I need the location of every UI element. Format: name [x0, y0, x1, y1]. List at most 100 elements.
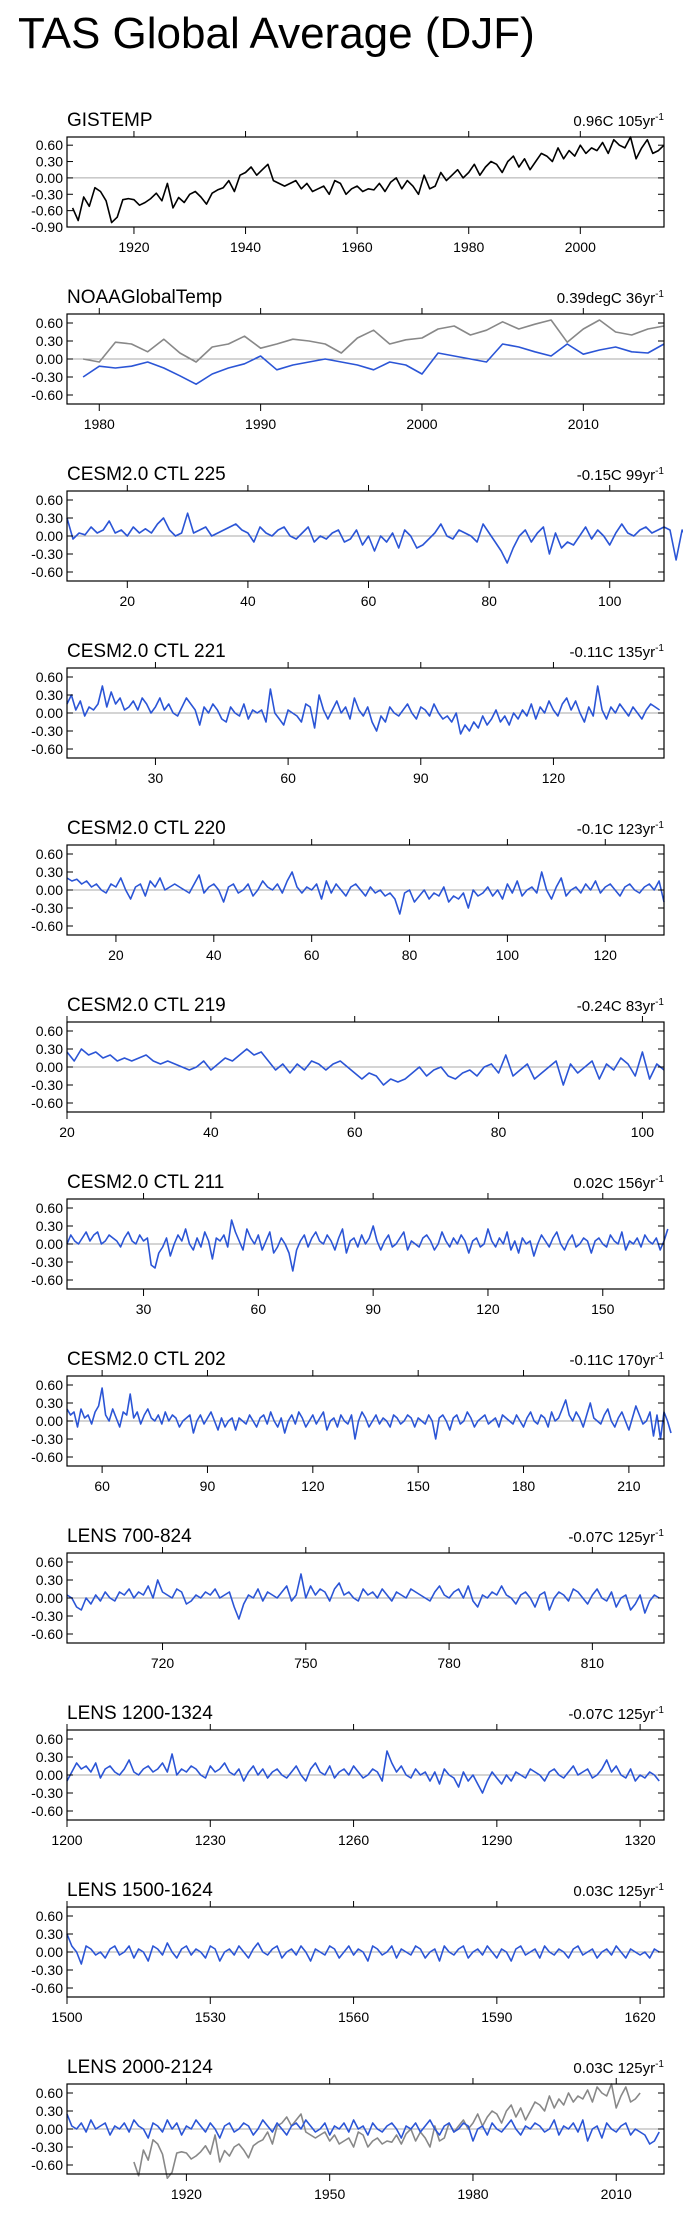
x-tick-label: 60 — [94, 1478, 110, 1494]
series-line-model — [66, 871, 665, 915]
x-tick-label: 180 — [512, 1478, 536, 1494]
chart-panel-9: LENS 1200-1324 -0.07C 125yr-1 0.60 0.30 0.00… — [31, 1703, 665, 1848]
x-tick-label: 1590 — [481, 2009, 512, 2025]
y-tick-label: 0.60 — [36, 1554, 63, 1570]
x-tick-label: 20 — [59, 1124, 75, 1140]
x-tick-label: 40 — [240, 593, 256, 609]
y-tick-label: -0.30 — [31, 1785, 63, 1801]
y-tick-label: -0.30 — [31, 2139, 63, 2155]
x-tick-label: 1500 — [51, 2009, 82, 2025]
trend-label: 0.03C 125yr-1 — [573, 1882, 664, 1900]
trend-exponent: -1 — [655, 1528, 664, 1539]
panel-title: LENS 1200-1324 — [67, 1703, 213, 1724]
x-tick-label: 1950 — [314, 2186, 345, 2202]
x-tick-label: 2010 — [601, 2186, 632, 2202]
y-tick-label: 0.60 — [36, 669, 63, 685]
trend-exponent: -1 — [655, 1351, 664, 1362]
x-tick-label: 1920 — [171, 2186, 202, 2202]
x-tick-label: 150 — [591, 1301, 615, 1317]
y-tick-label: 0.00 — [36, 351, 63, 367]
x-tick-label: 810 — [581, 1655, 605, 1671]
chart-panel-1: NOAAGlobalTemp 0.39degC 36yr-1 0.60 0.30 0.0… — [31, 287, 665, 432]
y-tick-label: 0.00 — [36, 882, 63, 898]
y-tick-label: -0.30 — [31, 186, 63, 202]
series-line-gistemp — [71, 136, 665, 224]
x-tick-label: 1980 — [453, 239, 484, 255]
x-tick-label: 40 — [203, 1124, 219, 1140]
series-line-model — [66, 685, 661, 735]
x-tick-label: 1980 — [457, 2186, 488, 2202]
trend-exponent: -1 — [655, 643, 664, 654]
chart-panel-11: LENS 2000-2124 0.03C 125yr-1 0.60 0.30 0.00 -… — [31, 2057, 665, 2202]
panel-title: CESM2.0 CTL 221 — [67, 641, 226, 662]
x-tick-label: 100 — [631, 1124, 655, 1140]
trend-label: -0.11C 135yr-1 — [569, 643, 664, 661]
chart-panel-2: CESM2.0 CTL 225 -0.15C 99yr-1 0.60 0.30 0.00… — [31, 464, 683, 609]
x-tick-label: 1200 — [51, 1832, 82, 1848]
panel-title: NOAAGlobalTemp — [67, 287, 222, 308]
panel-title: CESM2.0 CTL 211 — [67, 1172, 224, 1193]
y-tick-label: -0.90 — [31, 219, 63, 235]
y-tick-label: 0.30 — [36, 154, 63, 170]
trend-label: 0.03C 125yr-1 — [573, 2059, 664, 2077]
y-tick-label: 0.00 — [36, 705, 63, 721]
trend-exponent: -1 — [655, 820, 664, 831]
chart-panel-8: LENS 700-824 -0.07C 125yr-1 0.60 0.30 0.00 -0… — [31, 1526, 665, 1671]
x-tick-label: 30 — [148, 770, 164, 786]
x-tick-label: 80 — [491, 1124, 507, 1140]
chart-panel-5: CESM2.0 CTL 219 -0.24C 83yr-1 0.60 0.30 0.00… — [31, 995, 665, 1140]
trend-exponent: -1 — [655, 466, 664, 477]
x-tick-label: 80 — [402, 947, 418, 963]
x-tick-label: 720 — [151, 1655, 175, 1671]
y-tick-label: 0.30 — [36, 1218, 63, 1234]
trend-exponent: -1 — [655, 289, 664, 300]
trend-exponent: -1 — [655, 1882, 664, 1893]
x-tick-label: 2000 — [565, 239, 596, 255]
y-tick-label: -0.60 — [31, 1272, 63, 1288]
y-tick-label: -0.60 — [31, 918, 63, 934]
x-tick-label: 90 — [413, 770, 429, 786]
y-tick-label: 0.60 — [36, 315, 63, 331]
y-tick-label: 0.60 — [36, 1023, 63, 1039]
chart-panel-6: CESM2.0 CTL 211 0.02C 156yr-1 0.60 0.30 0.00… — [31, 1172, 669, 1317]
x-tick-label: 20 — [108, 947, 124, 963]
series-line-model — [66, 2113, 660, 2145]
trend-exponent: -1 — [655, 1705, 664, 1716]
x-tick-label: 120 — [542, 770, 566, 786]
x-tick-label: 1530 — [195, 2009, 226, 2025]
trend-label: 0.39degC 36yr-1 — [557, 289, 665, 307]
y-tick-label: -0.60 — [31, 1626, 63, 1642]
y-tick-label: 0.30 — [36, 1749, 63, 1765]
x-tick-label: 1560 — [338, 2009, 369, 2025]
trend-label: -0.07C 125yr-1 — [568, 1528, 664, 1546]
y-tick-label: 0.60 — [36, 1200, 63, 1216]
chart-panel-10: LENS 1500-1624 0.03C 125yr-1 0.60 0.30 0.00 -… — [31, 1880, 665, 2025]
y-tick-label: 0.00 — [36, 170, 63, 186]
trend-label: -0.15C 99yr-1 — [577, 466, 665, 484]
y-tick-label: 0.30 — [36, 2103, 63, 2119]
y-tick-label: 0.30 — [36, 864, 63, 880]
panel-title: LENS 1500-1624 — [67, 1880, 213, 1901]
panel-title: CESM2.0 CTL 220 — [67, 818, 226, 839]
y-tick-label: -0.60 — [31, 2157, 63, 2173]
series-line-model — [66, 512, 683, 564]
trend-label: -0.1C 123yr-1 — [577, 820, 665, 838]
y-tick-label: 0.00 — [36, 1413, 63, 1429]
y-tick-label: 0.30 — [36, 1926, 63, 1942]
chart-panels: GISTEMP 0.96C 105yr-10.600.300.00-0.30-0.… — [31, 110, 683, 2202]
y-tick-label: 0.00 — [36, 1059, 63, 1075]
x-tick-label: 1260 — [338, 1832, 369, 1848]
series-line-model — [66, 1933, 660, 1965]
x-tick-label: 750 — [294, 1655, 318, 1671]
series-line-obs — [82, 319, 665, 363]
y-tick-label: -0.30 — [31, 1962, 63, 1978]
panel-title: CESM2.0 CTL 219 — [67, 995, 226, 1016]
trend-exponent: -1 — [655, 997, 664, 1008]
y-tick-label: 0.30 — [36, 1041, 63, 1057]
x-tick-label: 1620 — [625, 2009, 656, 2025]
y-tick-label: -0.30 — [31, 1608, 63, 1624]
y-tick-label: -0.30 — [31, 1077, 63, 1093]
series-line-model — [66, 1387, 672, 1440]
panel-title: LENS 700-824 — [67, 1526, 192, 1547]
x-tick-label: 150 — [406, 1478, 430, 1494]
